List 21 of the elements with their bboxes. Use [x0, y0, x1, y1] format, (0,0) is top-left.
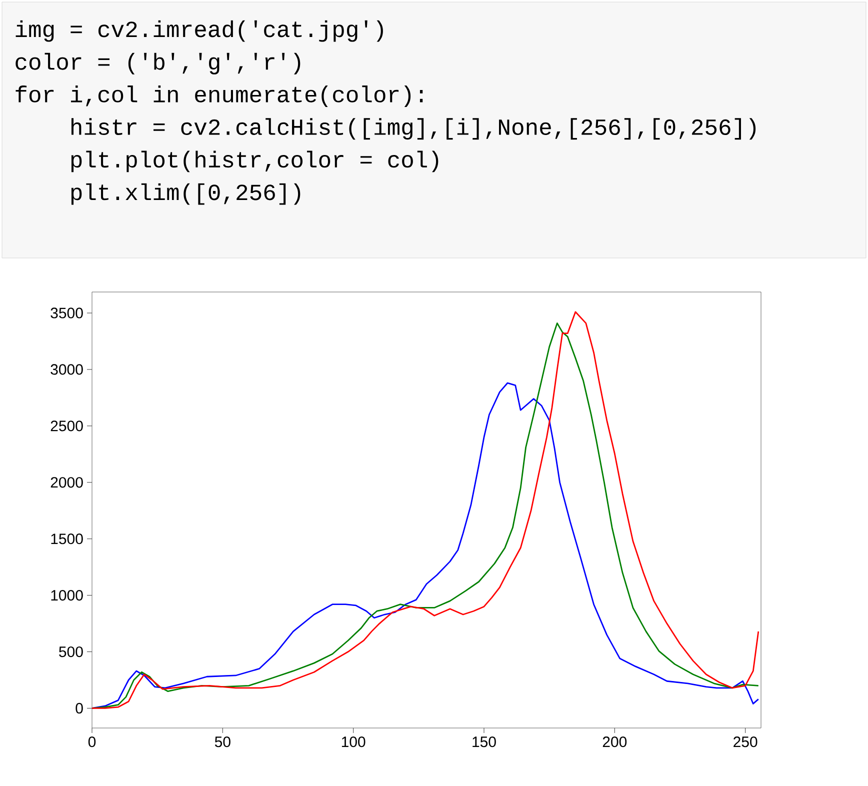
- text: img = cv2.imread('cat.jpg'): [16, 20, 383, 42]
- line-series: [92, 382, 760, 709]
- text: plt.plot(histr,color = col): [71, 150, 438, 172]
- x-tick-label: 0: [88, 736, 96, 748]
- y-tick-label: 500: [59, 646, 83, 658]
- text: plt.xlim([0,256]): [71, 183, 300, 205]
- x-tick-label: 200: [602, 736, 627, 748]
- x-tick-label: 250: [734, 736, 758, 748]
- x-tick-label: 50: [214, 736, 230, 748]
- y-tick-label: 3500: [50, 308, 83, 318]
- y-tick-label: 3000: [50, 364, 83, 375]
- x-tick-label: 150: [472, 736, 496, 748]
- x-tick-label: 100: [342, 736, 366, 748]
- text: for i,col in enumerate(color):: [16, 86, 423, 107]
- text: histr = cv2.calcHist([img],[i],None,[256],[0,256]): [71, 118, 756, 140]
- y-tick-label: 1500: [51, 534, 83, 544]
- y-tick-label: 1000: [51, 590, 83, 601]
- y-tick-label: 0: [76, 702, 83, 714]
- y-tick-label: 2000: [50, 477, 83, 488]
- y-tick-label: 2500: [50, 420, 83, 432]
- text: color = ('b','g','r'): [16, 52, 300, 74]
